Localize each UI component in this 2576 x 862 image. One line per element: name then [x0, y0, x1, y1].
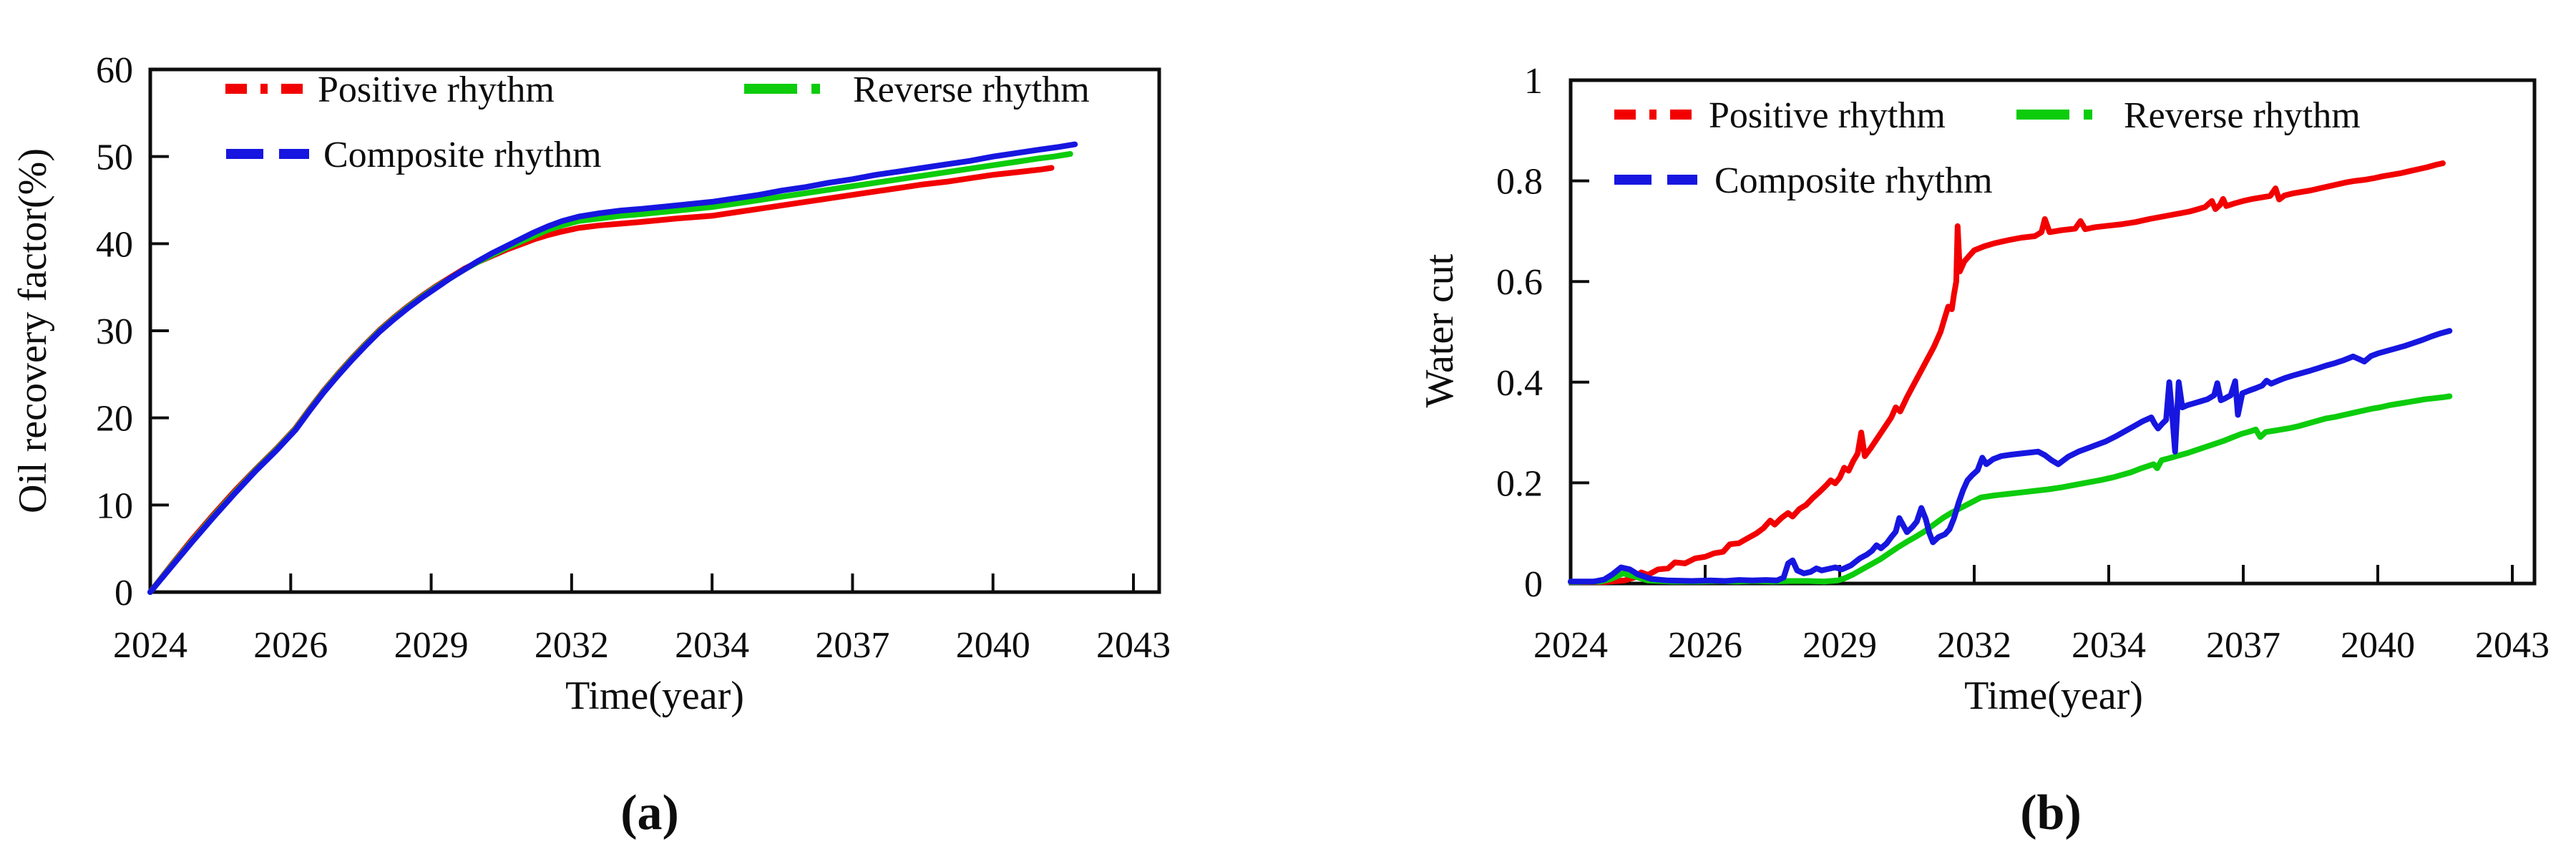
x-tick-label: 2034: [2072, 625, 2146, 666]
panel-caption-a: (a): [620, 785, 679, 841]
x-tick-label: 2029: [1802, 625, 1877, 666]
y-tick-label: 0.2: [1496, 463, 1543, 504]
legend-label-reverse-rhythm-a: Reverse rhythm: [853, 69, 1090, 110]
x-tick-label: 2026: [253, 625, 328, 666]
x-tick-label: 2032: [535, 625, 609, 666]
y-tick-label: 0.8: [1496, 162, 1543, 203]
y-tick-label: 0: [114, 573, 133, 614]
series-line-positive-rhythm: [147, 165, 1055, 595]
legend-label-reverse-rhythm-b: Reverse rhythm: [2124, 95, 2361, 136]
legend-b: Positive rhythm Reverse rhythm Composite…: [1614, 95, 2361, 201]
y-tick-label: 1: [1524, 61, 1543, 102]
y-axis-title-b: Water cut: [1418, 253, 1462, 407]
y-tick-labels-b: 0 0.2 0.4 0.6 0.8 1: [1496, 61, 1543, 605]
series-line-positive-rhythm: [1568, 160, 2446, 585]
panel-caption-b: (b): [2020, 785, 2082, 841]
y-tick-label: 10: [96, 485, 133, 526]
x-tick-label: 2026: [1668, 625, 1742, 666]
series-line-reverse-rhythm: [147, 151, 1073, 595]
y-tick-label: 20: [96, 399, 133, 440]
x-tick-label: 2043: [2475, 625, 2550, 666]
legend-a: Positive rhythm Reverse rhythm Composite…: [225, 69, 1090, 175]
x-tick-label: 2029: [394, 625, 469, 666]
x-tick-label: 2037: [2206, 625, 2280, 666]
x-axis-title-a: Time(year): [565, 674, 744, 718]
axis-ticks-a: [150, 155, 1135, 592]
x-tick-label: 2040: [2341, 625, 2415, 666]
y-tick-labels-a: 0 10 20 30 40 50 60: [96, 50, 133, 614]
y-tick-label: 0.4: [1496, 363, 1543, 404]
series-line-composite-rhythm: [1568, 328, 2453, 585]
y-tick-label: 50: [96, 137, 133, 178]
series-line-composite-rhythm: [147, 141, 1078, 595]
panel-a: 2024 2026 2029 2032 2034 2037 2040 2043 0 10 20 30…: [11, 50, 1171, 841]
x-tick-label: 2034: [675, 625, 749, 666]
x-tick-labels-b: 2024 2026 2029 2032 2034 2037 2040 2043: [1533, 625, 2550, 666]
x-axis-title-b: Time(year): [1964, 674, 2143, 718]
legend-label-positive-rhythm-a: Positive rhythm: [318, 69, 555, 110]
x-tick-label: 2024: [113, 625, 187, 666]
x-tick-label: 2040: [956, 625, 1030, 666]
panel-b: 2024 2026 2029 2032 2034 2037 2040 2043 0 0.2 0.4…: [1418, 61, 2550, 841]
x-tick-label: 2024: [1533, 625, 1608, 666]
legend-label-positive-rhythm-b: Positive rhythm: [1709, 95, 1946, 136]
plot-area-b: [1568, 78, 2537, 586]
x-tick-label: 2043: [1096, 625, 1171, 666]
plot-area-a: [148, 67, 1161, 594]
y-tick-label: 0: [1524, 564, 1543, 605]
x-tick-labels-a: 2024 2026 2029 2032 2034 2037 2040 2043: [113, 625, 1171, 666]
y-axis-title-a: Oil recovery factor(%): [11, 148, 55, 513]
legend-label-composite-rhythm-a: Composite rhythm: [323, 135, 602, 175]
y-tick-label: 60: [96, 50, 133, 91]
legend-label-composite-rhythm-b: Composite rhythm: [1714, 160, 1993, 201]
y-tick-label: 30: [96, 311, 133, 352]
series-line-reverse-rhythm: [1568, 393, 2453, 585]
x-tick-label: 2037: [815, 625, 889, 666]
y-tick-label: 40: [96, 224, 133, 265]
y-tick-label: 0.6: [1496, 262, 1543, 303]
series-group-b: [1568, 160, 2453, 585]
series-group-a: [147, 141, 1078, 595]
axis-ticks-b: [1571, 179, 2514, 583]
x-tick-label: 2032: [1937, 625, 2011, 666]
